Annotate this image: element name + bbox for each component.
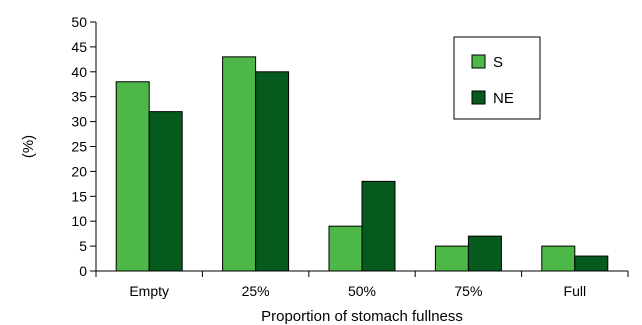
bar-ne-50pct xyxy=(361,180,396,272)
bar-s-empty xyxy=(115,81,150,272)
y-tick-label: 20 xyxy=(71,163,87,179)
x-tick-label: Full xyxy=(564,283,587,299)
y-axis-label: (%) xyxy=(20,135,37,158)
bar-s-75pct xyxy=(434,245,469,272)
x-tick-label: Empty xyxy=(129,283,169,299)
y-tick-label: 40 xyxy=(71,64,87,80)
bar-ne-25pct xyxy=(255,71,290,272)
bar-ne-empty xyxy=(148,111,183,272)
y-tick-label: 15 xyxy=(71,188,87,204)
bars xyxy=(115,56,609,272)
bar-s-25pct xyxy=(222,56,257,272)
y-tick-label: 45 xyxy=(71,39,87,55)
y-tick-label: 35 xyxy=(71,89,87,105)
x-tick-label: 50% xyxy=(348,283,376,299)
x-tick-label: 75% xyxy=(454,283,482,299)
y-tick-label: 10 xyxy=(71,213,87,229)
bar-s-full xyxy=(541,245,576,272)
y-tick-label: 0 xyxy=(79,263,87,279)
legend-label-s: S xyxy=(493,54,503,71)
x-axis-label: Proportion of stomach fullness xyxy=(261,308,463,325)
y-tick-label: 50 xyxy=(71,14,87,30)
x-axis: Empty 25% 50% 75% Full xyxy=(95,270,629,299)
legend-swatch-ne xyxy=(471,90,486,105)
legend-swatch-s xyxy=(471,54,486,69)
bar-ne-75pct xyxy=(467,235,502,272)
y-axis: 0 5 10 15 20 25 30 35 40 45 50 xyxy=(71,14,97,279)
y-tick-label: 5 xyxy=(79,238,87,254)
x-tick-label: 25% xyxy=(242,283,270,299)
bar-s-50pct xyxy=(328,225,363,272)
legend: S NE xyxy=(453,36,541,120)
y-tick-label: 30 xyxy=(71,114,87,130)
y-tick-label: 25 xyxy=(71,139,87,155)
bar-ne-full xyxy=(574,255,609,272)
legend-label-ne: NE xyxy=(493,90,514,107)
legend-box xyxy=(453,36,541,120)
